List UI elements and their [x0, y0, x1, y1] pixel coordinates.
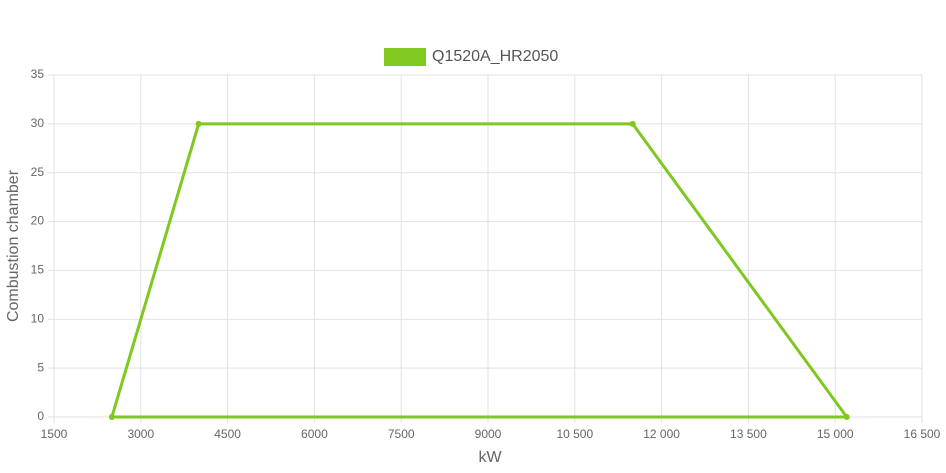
- y-tick-label: 10: [31, 311, 45, 325]
- point: [108, 414, 115, 420]
- x-tick-label: 10 500: [556, 427, 593, 441]
- y-tick-label: 30: [31, 116, 45, 130]
- x-tick-label: 4500: [214, 427, 241, 441]
- x-tick-label: 9000: [475, 427, 502, 441]
- point: [843, 414, 850, 420]
- y-tick-label: 0: [37, 409, 44, 423]
- x-tick-label: 15 000: [817, 427, 854, 441]
- y-tick-label: 15: [31, 263, 45, 277]
- y-axis-label: Combustion chamber: [5, 169, 22, 322]
- x-tick-label: 6000: [301, 427, 328, 441]
- x-tick-label: 13 500: [730, 427, 767, 441]
- x-tick-label: 12 000: [643, 427, 680, 441]
- x-tick-label: 1500: [41, 427, 68, 441]
- x-axis-label: kW: [478, 449, 502, 466]
- x-tick-label: 16 500: [904, 427, 941, 441]
- y-tick-label: 20: [31, 214, 45, 228]
- legend-label: Q1520A_HR2050: [432, 48, 558, 65]
- x-tick-label: 3000: [127, 427, 154, 441]
- y-tick-label: 25: [31, 165, 45, 179]
- legend-swatch: [384, 48, 426, 66]
- y-tick-label: 35: [31, 67, 45, 81]
- y-tick-label: 5: [37, 360, 44, 374]
- x-tick-label: 7500: [388, 427, 415, 441]
- point: [629, 120, 636, 127]
- point: [195, 120, 202, 127]
